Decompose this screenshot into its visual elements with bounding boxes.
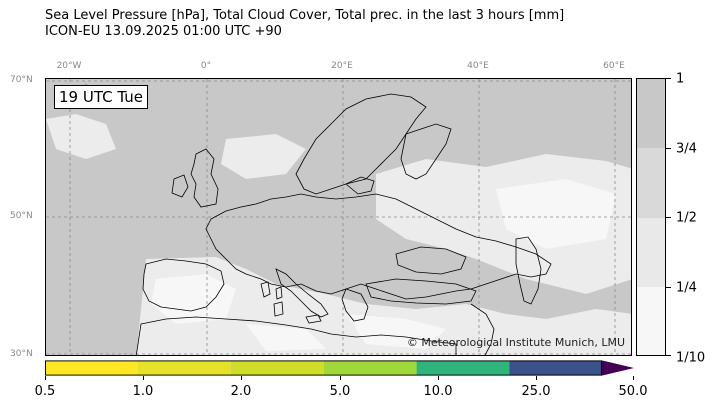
lon-label-20w: 20°W [56, 61, 82, 71]
title-line-1: Sea Level Pressure [hPa], Total Cloud Co… [45, 8, 565, 23]
precip-tick [45, 376, 46, 380]
cloud-cover-tick [666, 217, 671, 218]
cloud-cover-segment-quarter [637, 287, 665, 355]
precip-extend-arrow [601, 360, 634, 376]
precip-tick [241, 376, 242, 380]
lon-label-40e: 40°E [467, 61, 489, 71]
cloud-cover-label-1: 1 [676, 71, 685, 87]
clear-areas [151, 179, 616, 351]
lon-label-20e: 20°E [331, 61, 353, 71]
precip-label-2.0: 2.0 [230, 384, 252, 399]
precip-tick [633, 376, 634, 380]
copyright-notice: © Meteorological Institute Munich, LMU [406, 336, 625, 349]
cloud-cover-label-1-2: 1/2 [676, 210, 697, 226]
precip-segment-4 [416, 360, 510, 376]
cloud-cover-tick [666, 148, 671, 149]
precip-tick [536, 376, 537, 380]
precip-tick [143, 376, 144, 380]
cloud-cover-colorbar [636, 78, 666, 356]
cloud-cover-tick [666, 78, 671, 79]
map-canvas [46, 79, 631, 355]
precip-label-25.0: 25.0 [521, 384, 551, 399]
precip-label-0.5: 0.5 [34, 384, 56, 399]
precipitation-colorbar [45, 360, 634, 376]
coastlines [63, 84, 552, 355]
cloud-cover-label-3-4: 3/4 [676, 141, 697, 157]
precip-segment-2 [230, 360, 324, 376]
cloud-cover-segment-half [637, 218, 665, 287]
lon-label-60e: 60°E [603, 61, 625, 71]
precip-segment-1 [137, 360, 231, 376]
precip-label-50.0: 50.0 [618, 384, 648, 399]
forecast-time-label: 19 UTC Tue [54, 85, 148, 109]
graticule [46, 79, 631, 355]
cloud-cover-label-1-10: 1/10 [676, 350, 706, 366]
lat-label-50n: 50°N [10, 211, 33, 221]
precip-label-1.0: 1.0 [132, 384, 154, 399]
precip-label-5.0: 5.0 [329, 384, 351, 399]
precip-segment-5 [509, 360, 602, 376]
precip-tick [340, 376, 341, 380]
title-line-2: ICON-EU 13.09.2025 01:00 UTC +90 [45, 24, 282, 39]
weather-map[interactable]: 19 UTC Tue © Meteorological Institute Mu… [45, 78, 632, 356]
cloud-cover-tick [666, 355, 671, 356]
lat-label-30n: 30°N [10, 349, 33, 359]
cloud-cover-segment-full [637, 79, 665, 148]
precip-segment-3 [323, 360, 417, 376]
precip-bar-outline [45, 360, 602, 376]
precip-tick [438, 376, 439, 380]
cloud-cover-label-1-4: 1/4 [676, 280, 697, 296]
lat-label-70n: 70°N [10, 75, 33, 85]
cloud-cover-tick [666, 287, 671, 288]
chart-title: Sea Level Pressure [hPa], Total Cloud Co… [45, 8, 564, 40]
precip-segment-0 [45, 360, 138, 376]
lon-label-0: 0° [200, 61, 212, 71]
cloud-cover-segment-three-quarters [637, 148, 665, 218]
precip-label-10.0: 10.0 [423, 384, 453, 399]
